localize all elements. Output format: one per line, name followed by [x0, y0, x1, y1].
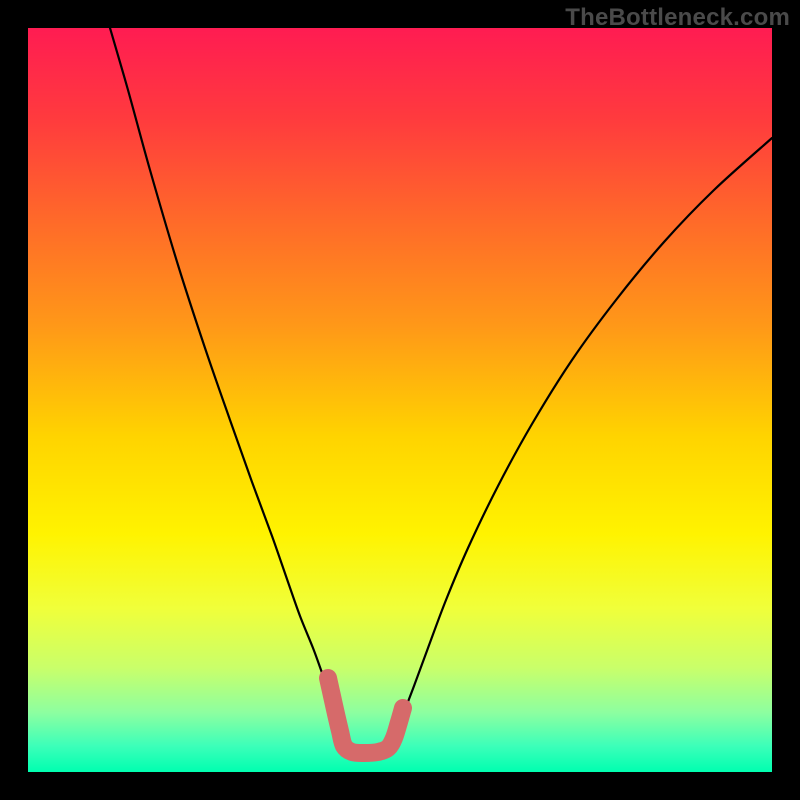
plot-background — [28, 28, 772, 772]
chart-stage: TheBottleneck.com — [0, 0, 800, 800]
watermark-text: TheBottleneck.com — [565, 4, 790, 32]
chart-svg — [0, 0, 800, 800]
